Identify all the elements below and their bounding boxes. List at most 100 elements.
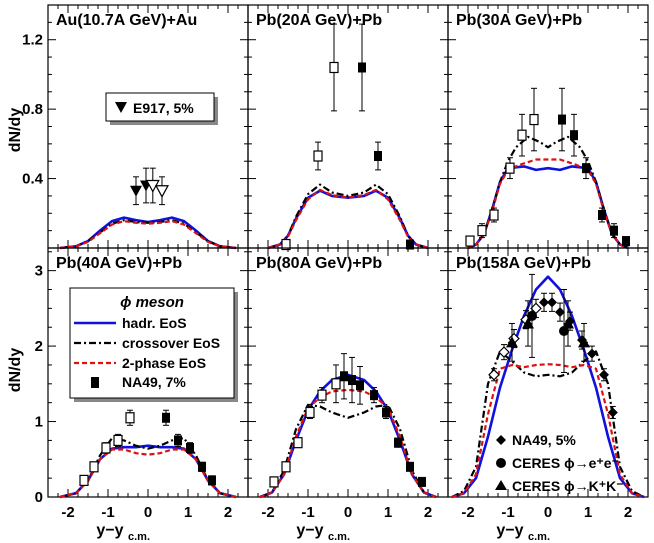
experiment-legend: NA49, 5% CERES ϕ→e⁺e⁻ CERES ϕ→K⁺K⁻ [495, 432, 624, 494]
square-open-marker [281, 238, 291, 251]
data-point [539, 292, 549, 312]
square-filled-marker [582, 163, 590, 174]
data-point [622, 236, 630, 247]
square-filled-marker [358, 62, 366, 73]
x-tick-label: 1 [184, 504, 192, 521]
x-tick-label: 1 [584, 504, 592, 521]
x-axis-label-group-2: y−y c.m. [496, 522, 550, 543]
x-tick-label: -2 [461, 504, 474, 521]
panel-3: 0 1 2 3 -2 -1 0 1 2 Pb(40A GeV)+Pb [35, 247, 249, 521]
data-point [154, 176, 170, 206]
data-point [517, 113, 527, 157]
square-filled-marker [394, 437, 402, 448]
series-line-two_phase [467, 158, 629, 250]
ceres-ee-legend-label: CERES ϕ→e⁺e⁻ [512, 455, 619, 471]
y-tick-label: 2 [35, 338, 43, 355]
square-open-marker [529, 113, 539, 126]
data-point [305, 405, 315, 420]
series-line-crossover [259, 403, 437, 499]
triangle-down-filled-marker [130, 185, 142, 197]
diamond-filled-marker [599, 369, 609, 380]
data-point [498, 344, 510, 361]
square-open-marker [281, 461, 291, 473]
data-point [527, 273, 537, 358]
square-open-marker [477, 225, 487, 237]
data-point [522, 300, 534, 347]
x-tick-label: -2 [61, 504, 74, 521]
square-open-marker [329, 61, 339, 74]
x-tick-label: -2 [261, 504, 274, 521]
x-tick-label: 2 [624, 504, 632, 521]
data-point [578, 322, 590, 362]
data-point [79, 474, 89, 486]
y-axis-label-top: dN/dy [7, 108, 24, 153]
data-point [505, 157, 515, 180]
x-axis-label-sub: c.m. [528, 531, 550, 543]
square-filled-marker [174, 435, 182, 446]
square-open-marker [101, 442, 111, 454]
data-point [208, 475, 216, 486]
data-point [547, 292, 557, 312]
y-tick-label: 1 [35, 414, 43, 431]
x-tick-label: 0 [544, 504, 552, 521]
square-open-marker [79, 474, 89, 486]
diamond-filled-marker [539, 297, 549, 308]
diamond-filled-marker [547, 297, 557, 308]
square-filled-marker [162, 412, 170, 423]
square-open-marker [125, 412, 135, 424]
square-filled-marker [370, 390, 378, 401]
square-open-marker [517, 129, 527, 141]
data-point [331, 364, 341, 404]
triangle-up-filled-marker [506, 336, 518, 348]
circle-filled-marker [559, 326, 569, 336]
panel-0: 0.4 0.8 1.2 Au(10.7A GeV)+Au [22, 4, 249, 250]
square-filled-icon [91, 377, 99, 388]
data-point [358, 23, 366, 112]
data-point [465, 235, 475, 247]
square-filled-marker [406, 461, 414, 472]
series-line-crossover [451, 350, 645, 498]
data-point [558, 87, 566, 152]
data-point [406, 461, 414, 472]
panel-frame [447, 4, 649, 249]
x-tick-label: 1 [384, 504, 392, 521]
data-point [406, 239, 414, 250]
square-filled-marker [558, 114, 566, 125]
square-filled-marker [198, 461, 206, 472]
data-point [382, 405, 390, 420]
data-point [599, 368, 609, 382]
data-point [356, 365, 364, 405]
square-filled-marker [348, 375, 356, 386]
triangle-up-filled-marker [522, 317, 534, 329]
data-point [293, 437, 303, 449]
series-line-crossover [467, 135, 629, 250]
x-axis-label: y−y [496, 522, 523, 539]
diamond-filled-marker [607, 407, 618, 418]
panel-title: Pb(30A GeV)+Pb [456, 12, 582, 29]
y-tick-label: 3 [35, 263, 43, 280]
data-point [101, 442, 111, 454]
data-point [394, 437, 402, 448]
square-open-marker [465, 235, 475, 247]
data-point [607, 405, 618, 420]
circle-filled-icon [496, 458, 506, 468]
x-tick-label: 0 [344, 504, 352, 521]
x-axis-label-group-0: y−y c.m. [96, 522, 150, 543]
y-tick-label: 0 [35, 489, 43, 506]
data-point [317, 387, 327, 404]
data-point [113, 433, 123, 447]
square-filled-marker [186, 442, 194, 453]
data-point [329, 23, 339, 112]
square-filled-marker [598, 210, 606, 221]
x-tick-label: -1 [301, 504, 314, 521]
panel-1: Pb(20A GeV)+Pb [247, 4, 449, 251]
panel-title: Pb(20A GeV)+Pb [256, 12, 382, 29]
y-tick-label: 0.8 [22, 101, 43, 118]
square-open-marker [113, 434, 123, 447]
na49-7-legend-label: NA49, 7% [122, 374, 186, 390]
data-point [269, 476, 279, 488]
square-open-marker [505, 162, 515, 174]
diamond-open-marker [498, 346, 510, 358]
x-tick-label: -1 [501, 504, 514, 521]
